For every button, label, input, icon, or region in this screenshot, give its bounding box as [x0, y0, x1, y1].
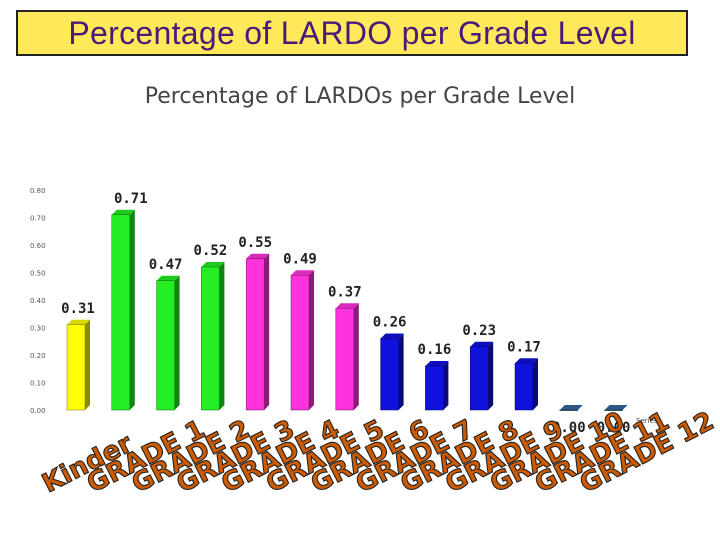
y-tick-label: 0.50	[30, 270, 46, 278]
y-tick-label: 0.80	[30, 187, 46, 195]
bar	[425, 365, 444, 411]
data-label: 0.16	[418, 342, 452, 358]
bar-top	[246, 253, 270, 259]
bar-top	[559, 405, 583, 410]
bar-side	[264, 253, 270, 410]
chart-title: Percentage of LARDOs per Grade Level	[144, 84, 576, 109]
data-label: 0.17	[507, 339, 541, 355]
bar-top	[425, 361, 449, 366]
bar-top	[335, 303, 359, 309]
y-tick-label: 0.30	[30, 325, 46, 333]
bar-side	[443, 361, 449, 410]
bar	[380, 338, 399, 411]
bar-top	[156, 275, 180, 281]
bar-top	[470, 341, 494, 347]
y-tick-label: 0.70	[30, 215, 46, 223]
bar	[290, 275, 310, 411]
bar-top	[67, 319, 90, 325]
data-label: 0.55	[238, 235, 272, 251]
bar-side	[533, 358, 538, 410]
data-label: 0.31	[61, 301, 95, 317]
bar-side	[174, 275, 180, 410]
bar-side	[488, 341, 494, 410]
data-label: 0.71	[114, 191, 148, 207]
bar-side	[219, 262, 225, 410]
bar-top	[291, 270, 314, 276]
y-tick-label: 0.00	[30, 407, 46, 415]
y-tick-label: 0.10	[30, 380, 46, 388]
data-label: 0.26	[373, 315, 407, 331]
banner-title: Percentage of LARDO per Grade Level	[68, 14, 636, 51]
y-tick-label: 0.20	[30, 352, 46, 360]
bar	[66, 324, 86, 411]
banner: Percentage of LARDO per Grade Level	[16, 10, 688, 56]
bar	[559, 409, 579, 411]
bar	[245, 258, 265, 411]
y-tick-label: 0.40	[30, 297, 46, 305]
data-label: 0.23	[462, 323, 496, 339]
bar	[514, 363, 534, 411]
data-label: 0.52	[194, 243, 228, 259]
bar-top	[111, 209, 135, 215]
bar-top	[201, 262, 225, 267]
bar-side	[85, 319, 90, 410]
bar	[156, 280, 175, 411]
bar	[201, 266, 220, 411]
bar-side	[353, 303, 359, 410]
bar-top	[515, 358, 538, 364]
data-label: 0.49	[283, 251, 317, 267]
bar	[604, 409, 623, 411]
data-label: 0.00	[597, 420, 631, 436]
bar	[469, 346, 489, 411]
y-tick-label: 0.60	[30, 242, 46, 250]
data-label: 0.00	[552, 420, 586, 436]
data-label: 0.47	[149, 257, 183, 273]
bar-side	[309, 270, 314, 410]
legend-series-label: Series1	[636, 417, 662, 425]
bar-top	[380, 333, 404, 339]
bar-side	[129, 209, 135, 410]
data-label: 0.37	[328, 284, 362, 300]
bar	[111, 214, 131, 411]
bar-top	[604, 405, 628, 410]
bar	[335, 308, 355, 411]
bar-side	[398, 333, 404, 410]
